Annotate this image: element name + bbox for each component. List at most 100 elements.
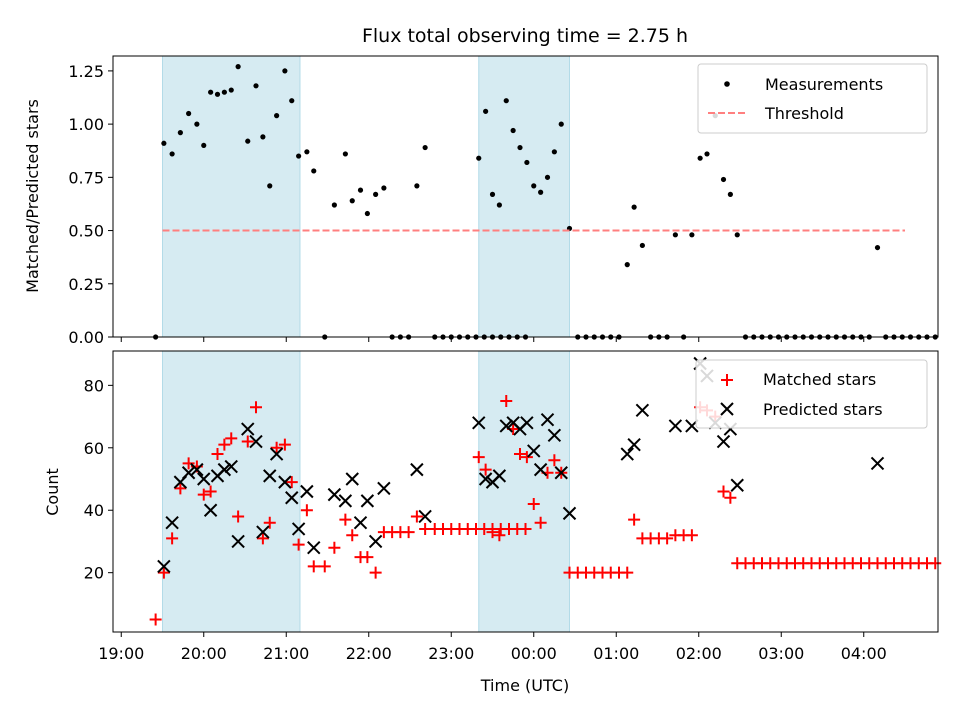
y-tick-label: 80 <box>84 376 104 395</box>
y-tick-label: 1.25 <box>68 62 104 81</box>
y-tick-label: 60 <box>84 439 104 458</box>
predicted-star-point <box>716 434 731 449</box>
measurement-point <box>551 149 557 155</box>
measurement-point <box>697 155 703 161</box>
matched-star-point <box>232 510 245 523</box>
predicted-star-point <box>231 534 245 549</box>
measurement-point <box>274 113 280 119</box>
measurement-point <box>517 144 523 151</box>
matched-star-point <box>361 551 374 564</box>
predicted-star-point <box>627 437 641 452</box>
x-tick-label: 00:00 <box>511 644 557 663</box>
predicted-star-point <box>360 494 375 508</box>
matched-star-point <box>225 432 238 445</box>
predicted-star-point <box>520 416 534 430</box>
bottom-plot-marks <box>149 356 942 626</box>
y-tick-label: 20 <box>84 564 104 583</box>
top-y-axis-label: Matched/Predicted stars <box>23 99 42 293</box>
top-legend-box <box>697 63 928 134</box>
matched-star-point <box>182 457 195 470</box>
measurement-point <box>221 89 227 95</box>
measurement-point <box>624 262 630 268</box>
predicted-star-point <box>197 472 211 486</box>
matched-star-point <box>197 488 210 501</box>
predicted-star-point <box>870 456 885 471</box>
matched-star-point <box>369 566 382 579</box>
matched-star-point <box>211 448 224 461</box>
predicted-star-point <box>307 540 321 555</box>
top-panel: 0.00 0.25 0.50 0.75 1.00 1.25 Flux total obse… <box>23 25 939 347</box>
predicted-star-point <box>540 412 555 427</box>
matched-star-point <box>520 451 533 464</box>
measurement-point <box>483 108 489 114</box>
matched-star-point <box>292 538 305 551</box>
x-tick-label: 03:00 <box>758 644 804 663</box>
predicted-star-point <box>730 478 744 492</box>
bottom-panel: 20 40 60 80 19:00 20:00 21:00 22:00 23:00 00:00 0… <box>43 350 942 695</box>
top-x-ticks <box>120 337 865 342</box>
legend-label-measurements: Measurements <box>765 75 883 94</box>
legend-marker-predicted-stars <box>720 402 734 416</box>
measurement-point <box>414 183 420 189</box>
measurement-point <box>874 244 881 251</box>
predicted-star-point <box>157 559 171 574</box>
bottom-y-axis-label: Count <box>43 468 62 516</box>
measurement-point <box>214 91 221 97</box>
matched-star-point <box>307 560 320 573</box>
predicted-star-point <box>527 444 541 458</box>
matched-star-point <box>157 566 170 579</box>
x-axis-label: Time (UTC) <box>480 676 569 695</box>
measurement-point <box>381 185 387 191</box>
predicted-star-point <box>285 491 299 505</box>
measurement-point <box>201 142 207 149</box>
measurement-point <box>349 198 355 204</box>
y-tick-label: 40 <box>84 501 104 520</box>
predicted-star-point <box>533 462 548 477</box>
predicted-star-point <box>499 419 513 433</box>
measurement-point <box>558 121 564 127</box>
predicted-star-point <box>203 503 218 517</box>
matched-star-point <box>278 438 291 451</box>
matched-star-point <box>527 497 540 510</box>
predicted-star-point <box>263 469 277 483</box>
x-tick-label: 23:00 <box>428 644 474 663</box>
predicted-star-point <box>256 525 270 539</box>
top-axes-frame <box>112 55 939 338</box>
measurement-point <box>304 149 310 155</box>
top-legend: Measurements Threshold <box>697 63 928 134</box>
bottom-y-ticks: 20 40 60 80 <box>84 376 113 583</box>
matched-star-point <box>628 513 641 526</box>
matched-star-point <box>534 516 547 529</box>
x-tick-label: 02:00 <box>676 644 722 663</box>
measurement-point <box>489 191 496 197</box>
predicted-star-point <box>353 516 368 530</box>
top-shaded-intervals <box>162 55 570 338</box>
matched-star-point <box>318 560 331 573</box>
x-tick-label: 21:00 <box>263 644 309 663</box>
predicted-star-point <box>492 469 507 483</box>
measurement-point <box>331 202 337 208</box>
matched-star-point <box>174 482 187 495</box>
x-tick-label: 20:00 <box>181 644 227 663</box>
y-tick-label: 0.00 <box>68 328 104 347</box>
measurement-point <box>177 130 183 136</box>
predicted-star-point <box>635 403 650 418</box>
measurement-point <box>245 138 251 144</box>
predicted-star-point <box>472 416 486 430</box>
measurement-point <box>282 68 288 74</box>
x-tick-label: 01:00 <box>593 644 639 663</box>
predicted-star-point <box>300 484 314 499</box>
measurement-point <box>253 83 259 89</box>
bottom-shaded-intervals <box>162 350 570 633</box>
predicted-star-point <box>291 522 306 536</box>
bottom-legend: Matched stars Predicted stars <box>695 359 928 429</box>
legend-label-predicted-stars: Predicted stars <box>763 400 883 419</box>
matched-star-point <box>514 448 526 461</box>
bottom-axes-frame <box>112 350 939 633</box>
measurement-point <box>538 189 544 195</box>
matched-star-point <box>285 476 298 489</box>
measurement-point <box>524 159 530 166</box>
matched-star-point <box>493 529 506 542</box>
measurement-point <box>510 127 516 134</box>
predicted-star-point <box>478 472 493 486</box>
